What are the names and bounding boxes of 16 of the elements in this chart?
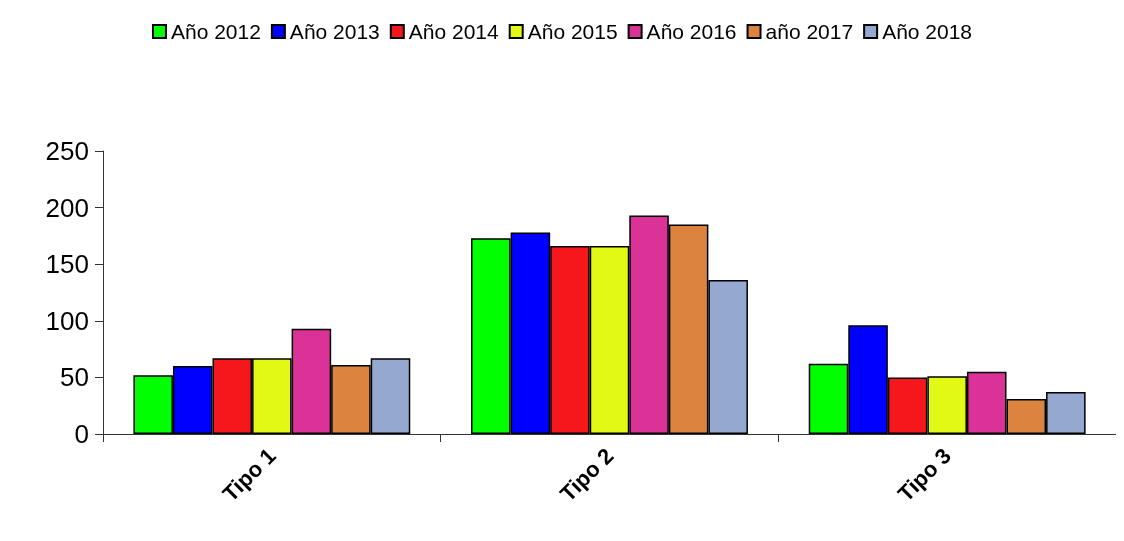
legend-label: año 2017 <box>765 20 854 43</box>
y-tick-label: 100 <box>45 305 89 336</box>
x-tick-label: Tipo 1 <box>217 443 281 507</box>
legend-label: Año 2016 <box>646 20 737 43</box>
y-tick-label: 200 <box>45 192 89 223</box>
y-tick-label: 150 <box>45 249 89 280</box>
legend-label: Año 2015 <box>527 20 618 43</box>
legend-label: Año 2014 <box>408 20 500 43</box>
y-tick-label: 0 <box>74 419 89 449</box>
y-tick-label: 50 <box>60 362 89 393</box>
legend-label: Año 2018 <box>882 20 973 43</box>
legend-label: Año 2012 <box>170 20 261 43</box>
x-tick-label: Tipo 3 <box>892 443 957 507</box>
legend-label: Año 2013 <box>289 20 380 43</box>
y-tick-label: 250 <box>45 136 89 166</box>
x-tick-label: Tipo 2 <box>555 443 619 507</box>
